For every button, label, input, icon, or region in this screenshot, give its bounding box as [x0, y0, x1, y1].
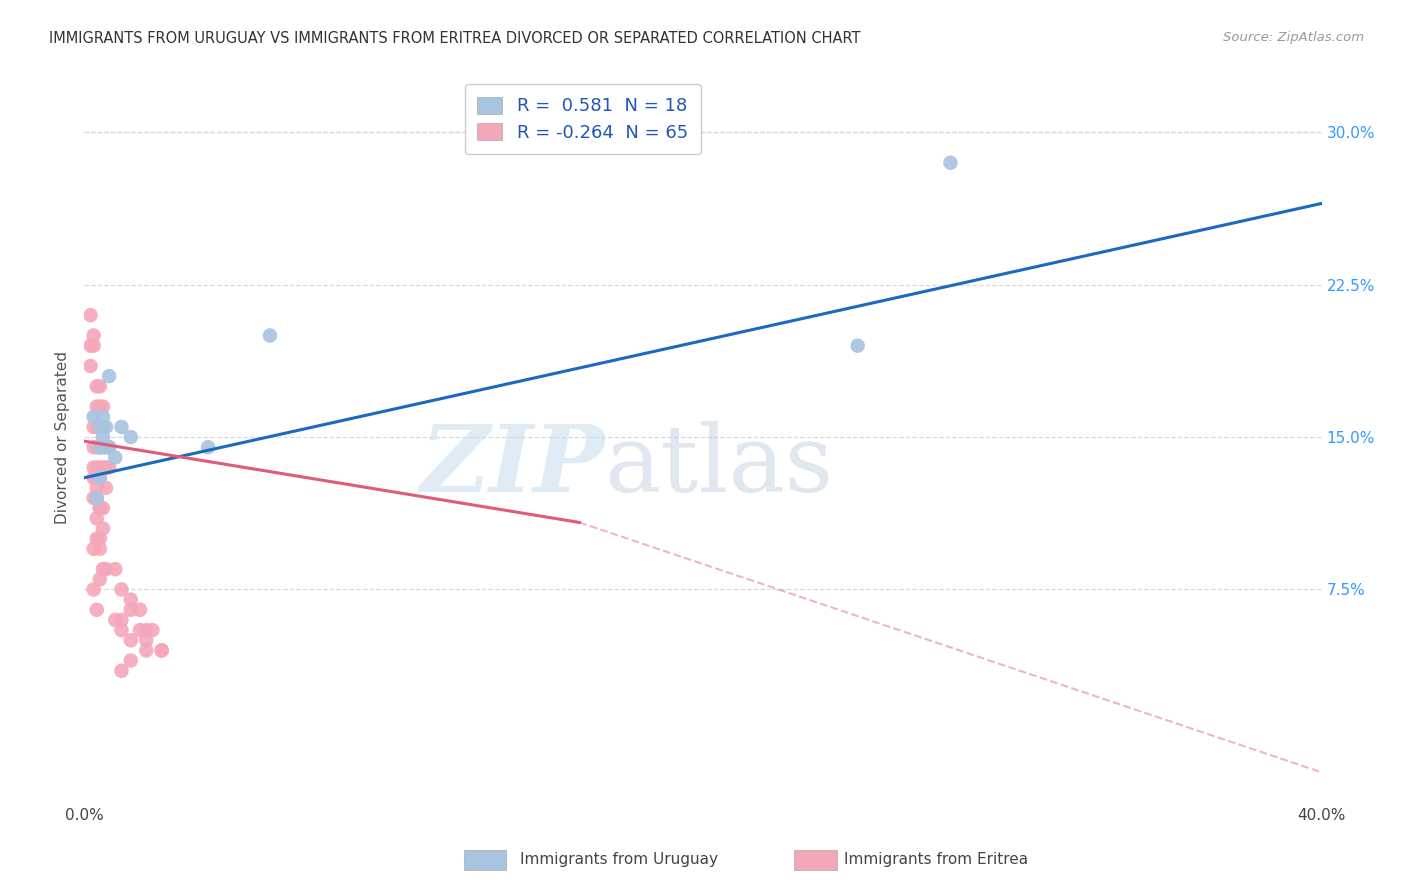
Point	[120, 654, 142, 668]
Point	[110, 623, 132, 637]
Y-axis label: Divorced or Separated: Divorced or Separated	[55, 351, 70, 524]
Point	[91, 521, 114, 535]
Point	[89, 440, 111, 454]
Point	[129, 623, 152, 637]
Point	[135, 633, 157, 648]
Point	[86, 379, 108, 393]
Point	[197, 440, 219, 454]
Point	[91, 562, 114, 576]
Point	[141, 623, 163, 637]
Point	[129, 603, 152, 617]
Point	[89, 440, 111, 454]
Point	[135, 643, 157, 657]
Point	[86, 491, 108, 505]
Point	[94, 562, 117, 576]
Point	[94, 440, 117, 454]
Point	[89, 379, 111, 393]
Point	[91, 420, 114, 434]
Point	[91, 501, 114, 516]
Point	[83, 328, 105, 343]
Text: IMMIGRANTS FROM URUGUAY VS IMMIGRANTS FROM ERITREA DIVORCED OR SEPARATED CORRELA: IMMIGRANTS FROM URUGUAY VS IMMIGRANTS FR…	[49, 31, 860, 46]
Text: ZIP: ZIP	[420, 421, 605, 511]
Point	[79, 308, 101, 322]
Point	[83, 338, 105, 352]
Point	[83, 440, 105, 454]
Point	[98, 369, 121, 384]
Point	[79, 338, 101, 352]
Point	[86, 420, 108, 434]
Point	[120, 592, 142, 607]
Point	[86, 440, 108, 454]
Point	[98, 440, 121, 454]
Point	[86, 471, 108, 485]
Point	[83, 471, 105, 485]
Text: Immigrants from Uruguay: Immigrants from Uruguay	[520, 853, 718, 867]
Point	[98, 460, 121, 475]
Point	[86, 400, 108, 414]
Point	[91, 400, 114, 414]
Point	[86, 511, 108, 525]
Point	[846, 338, 869, 352]
Point	[94, 460, 117, 475]
Text: Source: ZipAtlas.com: Source: ZipAtlas.com	[1223, 31, 1364, 45]
Point	[120, 633, 142, 648]
Point	[94, 481, 117, 495]
Point	[83, 582, 105, 597]
Text: Immigrants from Eritrea: Immigrants from Eritrea	[844, 853, 1028, 867]
Point	[120, 430, 142, 444]
Point	[94, 420, 117, 434]
Text: atlas: atlas	[605, 421, 834, 511]
Point	[110, 420, 132, 434]
Point	[83, 541, 105, 556]
Point	[89, 501, 111, 516]
Point	[89, 400, 111, 414]
Point	[89, 541, 111, 556]
Point	[83, 491, 105, 505]
Point	[89, 460, 111, 475]
Point	[86, 532, 108, 546]
Point	[135, 623, 157, 637]
Point	[98, 440, 121, 454]
Point	[150, 643, 173, 657]
Point	[89, 471, 111, 485]
Point	[91, 430, 114, 444]
Point	[259, 328, 281, 343]
Point	[104, 613, 127, 627]
Point	[86, 481, 108, 495]
Point	[104, 562, 127, 576]
Legend: R =  0.581  N = 18, R = -0.264  N = 65: R = 0.581 N = 18, R = -0.264 N = 65	[464, 84, 700, 154]
Point	[89, 501, 111, 516]
Point	[120, 603, 142, 617]
Point	[89, 572, 111, 586]
Point	[86, 603, 108, 617]
Point	[91, 460, 114, 475]
Point	[89, 420, 111, 434]
Point	[83, 409, 105, 424]
Point	[91, 440, 114, 454]
Point	[89, 420, 111, 434]
Point	[150, 643, 173, 657]
Point	[89, 532, 111, 546]
Point	[83, 460, 105, 475]
Point	[79, 359, 101, 373]
Point	[83, 420, 105, 434]
Point	[86, 460, 108, 475]
Point	[91, 409, 114, 424]
Point	[110, 582, 132, 597]
Point	[110, 613, 132, 627]
Point	[939, 156, 962, 170]
Point	[89, 471, 111, 485]
Point	[110, 664, 132, 678]
Point	[104, 450, 127, 465]
Point	[86, 491, 108, 505]
Point	[94, 440, 117, 454]
